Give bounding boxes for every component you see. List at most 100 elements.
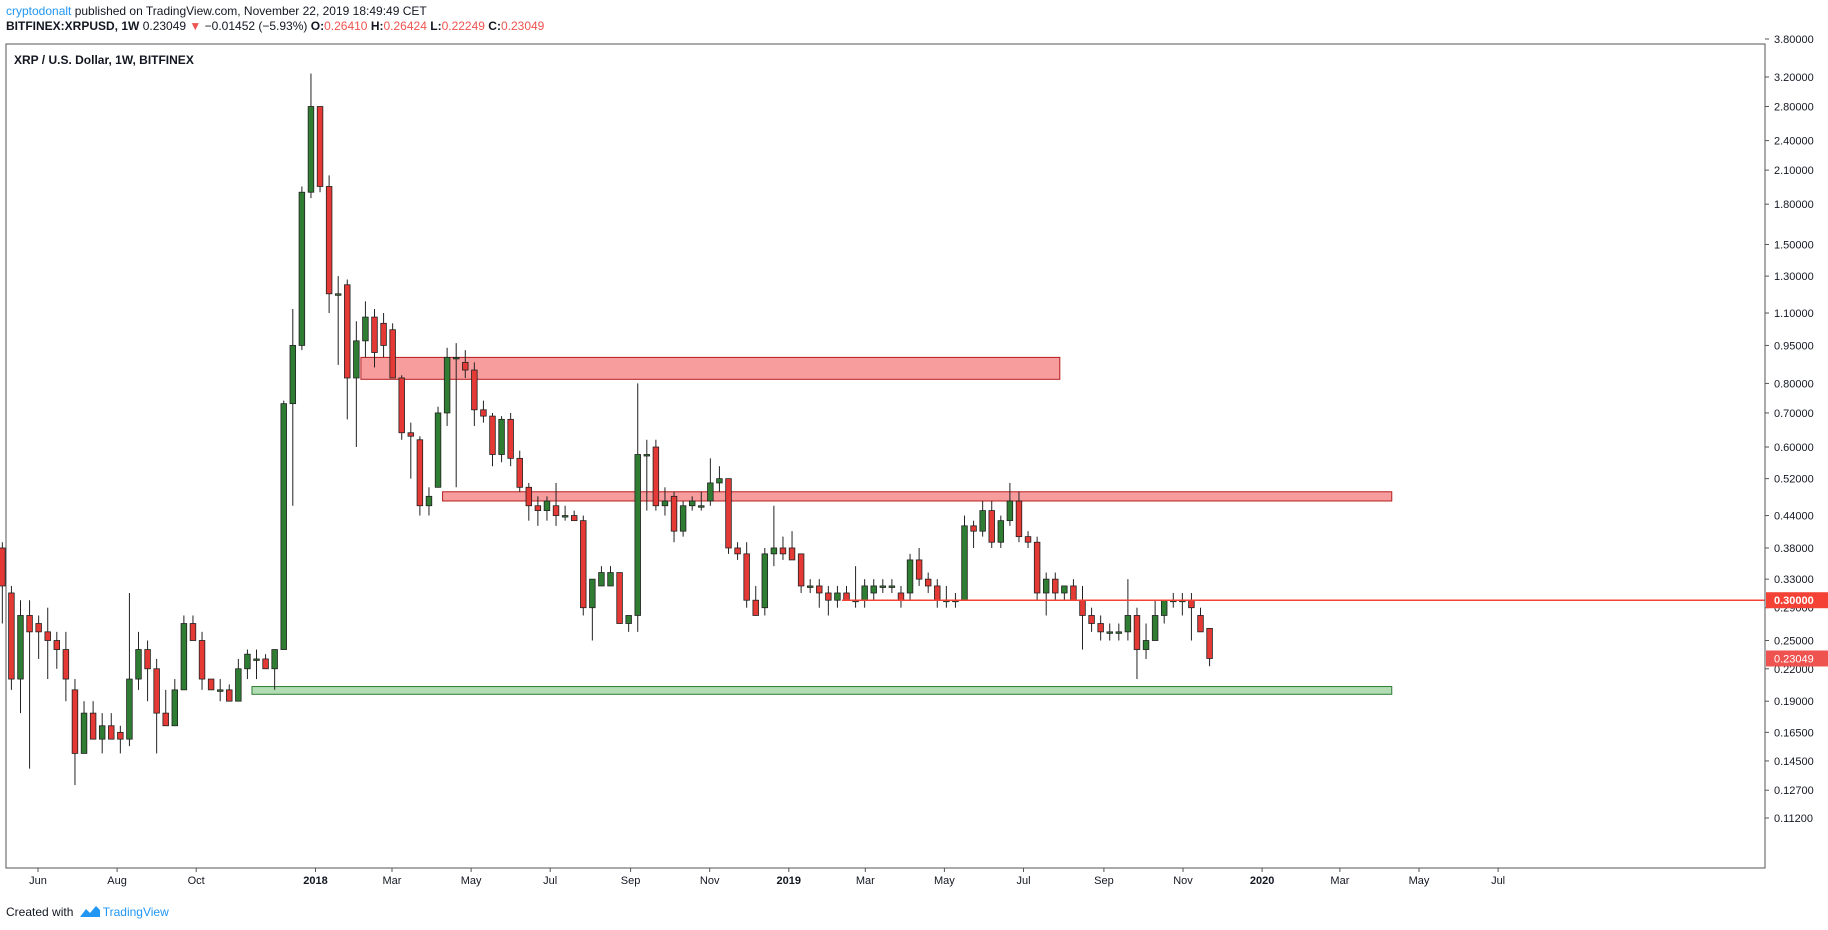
candle[interactable] <box>334 276 342 365</box>
candle[interactable] <box>135 631 142 690</box>
candle[interactable] <box>698 491 705 511</box>
candle[interactable] <box>906 553 914 601</box>
candle[interactable] <box>198 631 206 690</box>
candle[interactable] <box>752 585 759 616</box>
candle[interactable] <box>661 487 669 516</box>
candle[interactable] <box>816 579 823 608</box>
candle[interactable] <box>316 106 324 193</box>
candle[interactable] <box>207 678 215 691</box>
candle[interactable] <box>389 323 396 379</box>
candle[interactable] <box>743 542 750 608</box>
candle[interactable] <box>779 536 787 560</box>
candle[interactable] <box>443 347 451 426</box>
candle[interactable] <box>17 600 24 714</box>
candle[interactable] <box>970 520 977 548</box>
candle[interactable] <box>761 547 769 616</box>
candle[interactable] <box>1106 623 1113 641</box>
candle[interactable] <box>707 458 714 506</box>
candle[interactable] <box>652 439 660 511</box>
plot-area[interactable] <box>5 43 1766 869</box>
candle[interactable] <box>625 615 632 632</box>
candle[interactable] <box>298 186 306 351</box>
candle[interactable] <box>679 500 687 537</box>
candle[interactable] <box>788 531 796 561</box>
candle[interactable] <box>543 496 551 521</box>
candle[interactable] <box>89 701 97 740</box>
candle[interactable] <box>216 679 224 702</box>
candle[interactable] <box>924 572 932 593</box>
candle[interactable] <box>634 383 641 632</box>
candle[interactable] <box>262 654 269 670</box>
candle[interactable] <box>1061 585 1068 601</box>
candle[interactable] <box>534 496 542 526</box>
candle[interactable] <box>452 343 460 488</box>
candle[interactable] <box>598 566 605 587</box>
candle[interactable] <box>797 553 805 593</box>
candle[interactable] <box>1142 623 1150 659</box>
time-axis[interactable]: Jun Aug Oct 2018 Mar May Jul Sep Nov 2019 Mar May Ju… <box>29 868 1505 887</box>
candle[interactable] <box>1033 536 1041 601</box>
tradingview-link[interactable]: TradingView <box>102 905 169 919</box>
candle[interactable] <box>108 713 115 740</box>
candle[interactable] <box>280 400 287 650</box>
candle[interactable] <box>988 500 995 548</box>
candle[interactable] <box>1206 627 1213 667</box>
candle[interactable] <box>462 350 469 378</box>
candle[interactable] <box>879 579 887 593</box>
candle[interactable] <box>416 436 424 516</box>
candle[interactable] <box>325 175 333 314</box>
candle[interactable] <box>498 416 505 463</box>
author-link[interactable]: cryptodonalt <box>6 4 72 18</box>
candle[interactable] <box>516 450 523 492</box>
candle[interactable] <box>471 362 478 426</box>
candle[interactable] <box>525 482 533 521</box>
candle[interactable] <box>44 607 51 680</box>
price-chart[interactable]: XRP / U.S. Dollar, 1W, BITFINEX 0.112000… <box>0 0 1828 900</box>
candle[interactable] <box>616 572 623 624</box>
resistance-zone-upper[interactable] <box>360 356 1061 380</box>
candle[interactable] <box>915 547 923 586</box>
candle[interactable] <box>580 515 587 616</box>
candle[interactable] <box>171 679 179 727</box>
candle[interactable] <box>8 585 15 690</box>
candle[interactable] <box>1015 491 1023 543</box>
candle[interactable] <box>289 309 297 506</box>
candle[interactable] <box>507 412 514 467</box>
candle[interactable] <box>1151 600 1159 641</box>
candle[interactable] <box>670 491 678 543</box>
candle[interactable] <box>1124 579 1132 641</box>
candle[interactable] <box>725 478 732 554</box>
candle[interactable] <box>180 615 188 691</box>
candle[interactable] <box>162 689 169 727</box>
candle[interactable] <box>144 640 151 702</box>
candle[interactable] <box>425 487 433 516</box>
candle[interactable] <box>607 566 614 587</box>
candle[interactable] <box>1088 607 1095 632</box>
candle[interactable] <box>1006 482 1014 526</box>
candle[interactable] <box>35 615 42 659</box>
candle[interactable] <box>1133 607 1141 680</box>
candle[interactable] <box>380 313 387 358</box>
candle[interactable] <box>307 73 315 199</box>
resistance-zone-lower[interactable] <box>442 491 1393 502</box>
candle[interactable] <box>480 400 487 423</box>
candle[interactable] <box>398 375 405 440</box>
candle[interactable] <box>371 309 378 368</box>
candle[interactable] <box>362 301 369 358</box>
candle[interactable] <box>561 505 569 521</box>
candle[interactable] <box>226 684 233 702</box>
candle[interactable] <box>26 600 33 769</box>
candle[interactable] <box>734 542 741 560</box>
candle[interactable] <box>552 482 560 526</box>
candle[interactable] <box>407 422 415 479</box>
candle[interactable] <box>353 321 360 448</box>
candle[interactable] <box>1115 623 1123 641</box>
candle[interactable] <box>489 412 496 467</box>
candle[interactable] <box>344 279 351 420</box>
candle[interactable] <box>80 701 88 754</box>
candle[interactable] <box>997 515 1005 548</box>
candle[interactable] <box>643 439 651 511</box>
candle[interactable] <box>117 725 124 754</box>
candle[interactable] <box>235 658 242 702</box>
candle[interactable] <box>189 615 197 641</box>
